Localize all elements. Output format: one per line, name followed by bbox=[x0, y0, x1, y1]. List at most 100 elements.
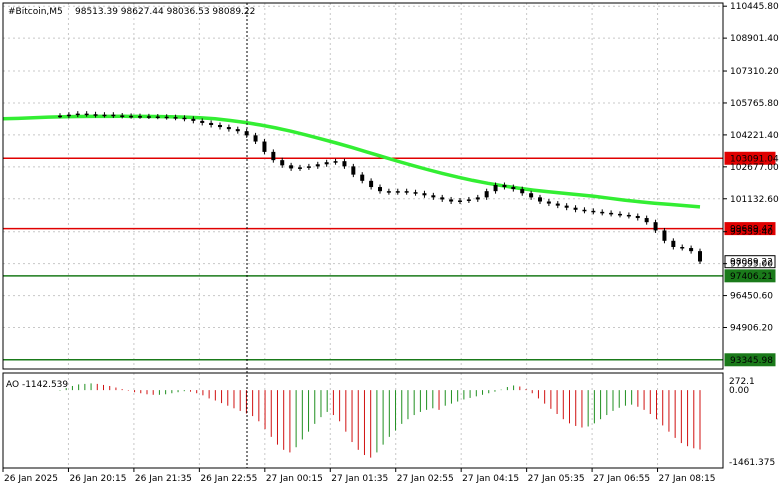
y-tick-label: 110445.80 bbox=[730, 2, 779, 12]
candle-body bbox=[440, 197, 445, 200]
x-tick-label: 26 Jan 21:35 bbox=[135, 474, 192, 484]
main-panel-frame bbox=[2, 2, 724, 370]
candle-body bbox=[404, 191, 409, 193]
candle-body bbox=[422, 193, 427, 196]
level-tag-label: 99689.47 bbox=[730, 225, 773, 235]
candle-body bbox=[235, 129, 240, 132]
candle-body bbox=[413, 192, 418, 194]
x-tick-label: 27 Jan 06:55 bbox=[593, 474, 650, 484]
x-tick-label: 27 Jan 08:15 bbox=[659, 474, 716, 484]
candle-body bbox=[484, 191, 489, 198]
y-tick-label: 97995.00 bbox=[730, 260, 773, 270]
x-tick-label: 26 Jan 22:55 bbox=[200, 474, 257, 484]
x-tick-label: 27 Jan 01:35 bbox=[331, 474, 388, 484]
x-tick-label: 27 Jan 00:15 bbox=[266, 474, 323, 484]
candle-body bbox=[564, 205, 569, 208]
candle-body bbox=[182, 117, 187, 120]
candle-body bbox=[511, 187, 516, 190]
candle-body bbox=[262, 141, 267, 152]
y-tick-label: 96450.60 bbox=[730, 292, 773, 302]
candle-body bbox=[431, 195, 436, 198]
candle-body bbox=[58, 115, 62, 118]
candle-body bbox=[538, 197, 542, 202]
candle-body bbox=[644, 218, 649, 223]
y-tick-label: 104221.40 bbox=[730, 131, 779, 141]
candle-body bbox=[546, 201, 551, 204]
chart-header-ohlc: 98513.39 98627.44 98036.53 98089.22 bbox=[75, 7, 255, 17]
y-tick-label: 108901.40 bbox=[730, 34, 779, 44]
chart-header-symbol: #Bitcoin,M5 bbox=[8, 7, 63, 17]
x-tick-label: 26 Jan 2025 bbox=[4, 474, 58, 484]
ma-line-path bbox=[2, 114, 701, 209]
candle-body bbox=[626, 214, 631, 217]
candle-body bbox=[75, 113, 80, 116]
y-tick-label: 99539.40 bbox=[730, 228, 773, 238]
horizontal-levels: 103091.04 99689.47 98089.22 97406.21 93345.9… bbox=[3, 151, 779, 367]
level-tag-label: 97406.21 bbox=[730, 272, 773, 282]
moving-average-line bbox=[2, 114, 701, 209]
candle-body bbox=[369, 180, 374, 188]
candle-body bbox=[466, 199, 471, 201]
candle-body bbox=[671, 240, 676, 247]
candle-body bbox=[271, 151, 276, 161]
candle-body bbox=[191, 118, 196, 121]
level-tag-support bbox=[724, 353, 776, 367]
ao-scale-zero: 0.00 bbox=[729, 386, 749, 396]
candle-body bbox=[600, 211, 605, 214]
candle-body bbox=[324, 162, 329, 165]
candle-body bbox=[280, 160, 285, 166]
candle-body bbox=[164, 116, 169, 119]
candle-body bbox=[378, 187, 382, 192]
candle-body bbox=[120, 115, 125, 117]
level-tag-resistance bbox=[724, 222, 776, 236]
candle-body bbox=[253, 135, 258, 142]
grid bbox=[3, 3, 723, 468]
y-tick-label: 107310.20 bbox=[730, 67, 779, 77]
x-tick-label: 26 Jan 20:15 bbox=[69, 474, 126, 484]
candle-body bbox=[66, 114, 71, 117]
ao-scale-top: 272.1 bbox=[729, 377, 755, 387]
candle-body bbox=[173, 117, 178, 119]
candle-body bbox=[609, 212, 614, 215]
candle-body bbox=[111, 114, 116, 117]
candle-body bbox=[289, 165, 294, 169]
ao-label: AO -1142.539 bbox=[6, 380, 68, 390]
candle-body bbox=[573, 207, 578, 210]
candle-body bbox=[155, 116, 160, 119]
candle-body bbox=[618, 213, 622, 216]
level-tag-label: 103091.04 bbox=[730, 154, 779, 164]
y-tick-label: 102677.00 bbox=[730, 163, 779, 173]
candle-body bbox=[342, 161, 347, 167]
level-tag-resistance bbox=[724, 151, 776, 165]
candle-body bbox=[529, 193, 534, 198]
candle-body bbox=[84, 113, 89, 116]
candle-body bbox=[351, 166, 356, 175]
candle-body bbox=[386, 191, 391, 193]
ao-histogram bbox=[59, 383, 701, 458]
ao-panel-frame bbox=[2, 372, 724, 469]
candle-body bbox=[129, 115, 134, 118]
price-axis: 110445.80 108901.40 107310.20 105765.80 1042… bbox=[723, 2, 779, 334]
candle-body bbox=[591, 210, 596, 213]
candle-body bbox=[662, 230, 667, 241]
candle-body bbox=[360, 174, 365, 181]
x-tick-label: 27 Jan 04:15 bbox=[462, 474, 519, 484]
y-tick-label: 94906.20 bbox=[730, 324, 773, 334]
candle-body bbox=[146, 116, 151, 118]
candle-body bbox=[449, 199, 454, 202]
level-tag-support bbox=[724, 269, 776, 283]
candle-body bbox=[520, 189, 525, 194]
candle-body bbox=[698, 251, 702, 262]
level-tag-label: 93345.98 bbox=[730, 356, 773, 366]
candle-body bbox=[138, 116, 142, 118]
candle-body bbox=[458, 200, 462, 202]
candle-body bbox=[493, 184, 498, 192]
ao-scale-bottom: -1461.375 bbox=[729, 458, 775, 468]
candle-body bbox=[333, 161, 338, 163]
y-tick-label: 101132.60 bbox=[730, 195, 779, 205]
level-tag-current bbox=[724, 255, 776, 269]
candle-body bbox=[218, 125, 222, 128]
time-axis: 26 Jan 2025 26 Jan 20:15 26 Jan 21:35 26 Ja… bbox=[2, 468, 716, 484]
candle-body bbox=[555, 203, 560, 206]
